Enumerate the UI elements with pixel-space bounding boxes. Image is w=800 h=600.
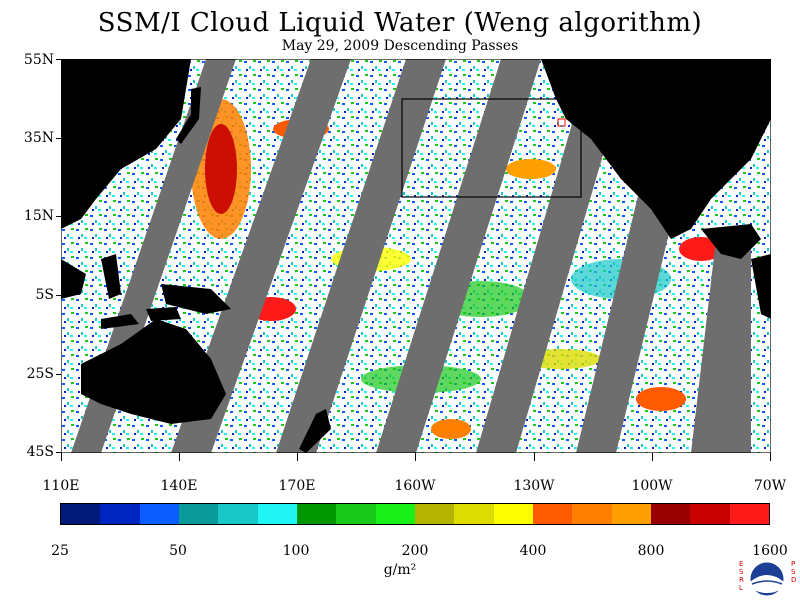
lon-tick	[770, 453, 771, 461]
colorbar-swatch	[690, 504, 730, 524]
lat-tick	[56, 295, 61, 296]
colorbar-swatch	[61, 504, 101, 524]
colorbar-swatch	[218, 504, 258, 524]
colorbar-swatch	[257, 504, 297, 524]
colorbar-swatch	[454, 504, 494, 524]
colorbar-label: 100	[282, 543, 310, 559]
lat-tick	[56, 59, 61, 60]
colorbar-swatch	[336, 504, 376, 524]
lon-label-130w: 130W	[513, 478, 555, 494]
map-subtitle: May 29, 2009 Descending Passes	[281, 38, 519, 54]
colorbar-label: 200	[401, 543, 429, 559]
colorbar-label: 25	[51, 543, 69, 559]
land-masses	[61, 59, 771, 453]
lon-tick	[415, 453, 416, 461]
colorbar-swatch	[532, 504, 573, 524]
lat-tick	[56, 138, 61, 139]
lon-tick	[534, 453, 535, 461]
region-box	[401, 98, 582, 198]
lat-label-35n: 35N	[23, 130, 54, 146]
station-marker	[557, 118, 566, 127]
colorbar-swatch	[572, 504, 612, 524]
lon-label-170e: 170E	[278, 478, 316, 494]
lon-label-110e: 110E	[42, 478, 80, 494]
colorbar-label: 1600	[752, 543, 788, 559]
colorbar-swatch	[493, 504, 533, 524]
colorbar-swatch	[375, 504, 415, 524]
lat-label-55n: 55N	[23, 52, 54, 68]
colorbar-swatch	[414, 504, 455, 524]
colorbar-label: 800	[637, 543, 665, 559]
color-bar	[60, 503, 770, 525]
noaa-logo	[749, 561, 785, 597]
lat-label-45s: 45S	[26, 444, 54, 460]
lon-label-140e: 140E	[160, 478, 198, 494]
colorbar-swatch	[139, 504, 179, 524]
colorbar-swatch	[100, 504, 140, 524]
colorbar-swatch	[611, 504, 651, 524]
colorbar-swatch	[729, 504, 769, 524]
lat-tick	[56, 452, 61, 453]
lon-label-70w: 70W	[753, 478, 787, 494]
colorbar-label: 50	[169, 543, 187, 559]
lat-tick	[56, 374, 61, 375]
lat-tick	[56, 216, 61, 217]
lon-tick	[652, 453, 653, 461]
lon-label-100w: 100W	[631, 478, 673, 494]
colorbar-label: 400	[519, 543, 547, 559]
colorbar-swatch	[296, 504, 337, 524]
lon-tick	[179, 453, 180, 461]
colorbar-swatch	[650, 504, 691, 524]
map-title: SSM/I Cloud Liquid Water (Weng algorithm…	[97, 8, 703, 38]
lat-label-25s: 25S	[26, 366, 54, 382]
cloud-liquid-water-map	[61, 59, 771, 453]
lon-tick	[61, 453, 62, 461]
lat-label-15n: 15N	[23, 208, 54, 224]
lon-label-160w: 160W	[394, 478, 436, 494]
units-label: g/m²	[383, 562, 417, 578]
lat-label-5s: 5S	[35, 287, 55, 303]
colorbar-swatch	[178, 504, 219, 524]
lon-tick	[297, 453, 298, 461]
